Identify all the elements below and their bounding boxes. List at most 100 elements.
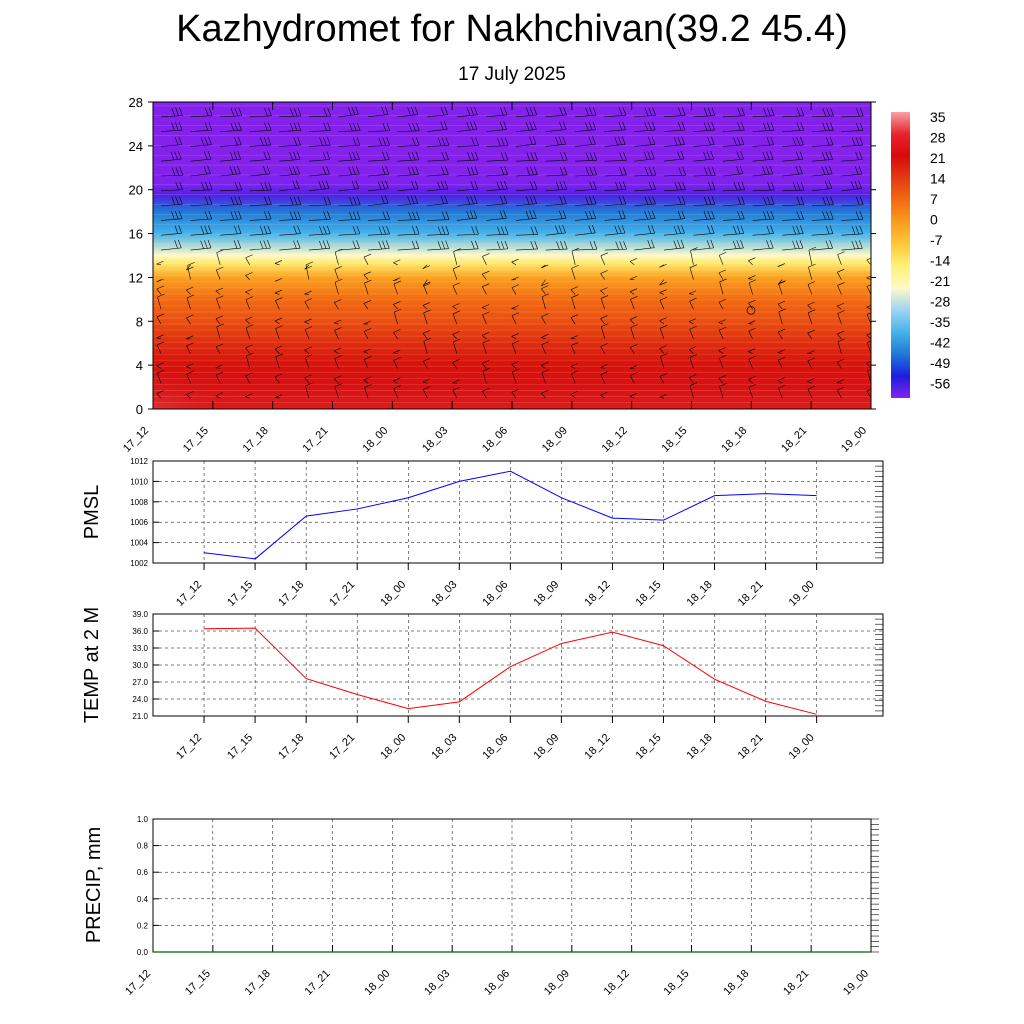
wind-barb — [486, 226, 509, 236]
barb-feather — [356, 137, 361, 146]
barb-staff — [486, 145, 509, 147]
barb-feather — [648, 107, 653, 116]
wind-barb — [511, 305, 519, 310]
barb-staff — [215, 374, 221, 384]
wind-barb — [541, 264, 549, 269]
wind-barb — [689, 382, 698, 399]
barb-feather — [644, 122, 649, 131]
barb-feather — [589, 196, 593, 205]
barb-staff — [545, 114, 567, 118]
wind-barb — [274, 317, 283, 325]
barb-feather — [737, 122, 741, 131]
barb-staff — [807, 388, 813, 399]
wind-barb — [511, 333, 519, 340]
wind-barb — [604, 107, 627, 118]
barb-feather — [297, 225, 301, 234]
barb-feather — [444, 106, 448, 115]
wind-barb — [308, 211, 331, 221]
barb-feather — [703, 107, 708, 117]
wind-barb — [782, 181, 805, 192]
barb-staff — [693, 129, 715, 132]
barb-feather — [304, 318, 312, 323]
wind-barb — [486, 121, 507, 132]
wind-barb — [723, 239, 744, 251]
barb-feather — [748, 275, 756, 279]
barb-feather — [829, 211, 834, 220]
barb-staff — [811, 159, 833, 162]
wind-barb — [220, 151, 241, 162]
barb-feather — [355, 106, 359, 115]
wind-barb — [245, 254, 253, 265]
barb-feather — [593, 241, 598, 250]
wind-barb — [308, 122, 331, 132]
barb-feather — [245, 344, 253, 349]
barb-feather — [352, 166, 356, 175]
wind-barb — [249, 181, 272, 192]
wind-barb — [279, 240, 301, 251]
barb-feather — [178, 136, 183, 145]
barb-feather — [511, 258, 519, 263]
wind-barb — [279, 107, 302, 118]
wind-barb — [777, 356, 786, 369]
barb-feather — [393, 329, 401, 333]
barb-staff — [334, 358, 339, 369]
wind-barb — [245, 288, 253, 295]
barb-staff — [723, 247, 744, 251]
wind-barb — [452, 282, 460, 295]
barb-staff — [841, 159, 863, 162]
barb-feather — [829, 225, 834, 234]
barb-feather — [529, 195, 534, 205]
barb-staff — [515, 217, 537, 221]
wind-barb — [279, 151, 301, 162]
barb-staff — [782, 204, 804, 206]
barb-feather — [562, 121, 567, 130]
wind-barb — [811, 240, 833, 251]
barb-feather — [304, 326, 313, 330]
barb-feather — [323, 225, 327, 235]
wind-barb — [575, 152, 598, 162]
barb-staff — [807, 332, 813, 340]
chart-title: Kazhydromet for Nakhchivan(39.2 45.4) — [176, 8, 848, 50]
wind-barb — [427, 180, 449, 192]
barb-staff — [486, 159, 508, 162]
barb-staff — [511, 336, 517, 340]
barb-feather — [503, 195, 508, 204]
wind-barb — [634, 225, 656, 236]
wind-barb — [604, 121, 626, 132]
barb-feather — [825, 225, 830, 235]
barb-staff — [422, 361, 428, 369]
barb-feather — [229, 166, 234, 175]
wind-barb — [604, 241, 627, 251]
wind-barb — [156, 285, 164, 295]
wind-barb — [486, 166, 508, 177]
wind-barb — [156, 313, 165, 325]
wind-barb — [811, 211, 834, 221]
wind-barb — [690, 247, 698, 265]
barb-feather — [736, 225, 741, 234]
barb-staff — [866, 259, 871, 266]
barb-feather — [560, 241, 564, 250]
barb-feather — [234, 136, 238, 146]
barb-staff — [215, 395, 221, 399]
barb-feather — [289, 151, 293, 161]
barb-feather — [600, 371, 608, 375]
barb-staff — [427, 233, 449, 236]
barb-feather — [444, 195, 448, 204]
barb-staff — [723, 144, 745, 147]
barb-feather — [766, 211, 771, 220]
wind-barb — [157, 293, 165, 310]
barb-staff — [575, 218, 596, 221]
wind-barb — [634, 239, 655, 251]
barb-feather — [352, 240, 357, 249]
wind-barb — [279, 180, 300, 192]
barb-feather — [740, 225, 745, 234]
barb-staff — [689, 267, 694, 280]
barb-feather — [571, 342, 579, 346]
wind-barb — [575, 107, 597, 118]
barb-staff — [748, 379, 753, 384]
wind-barb — [634, 181, 657, 192]
barb-staff — [689, 293, 694, 295]
wind-barb — [541, 293, 550, 310]
barb-feather — [681, 136, 685, 145]
wind-barb — [186, 314, 194, 325]
